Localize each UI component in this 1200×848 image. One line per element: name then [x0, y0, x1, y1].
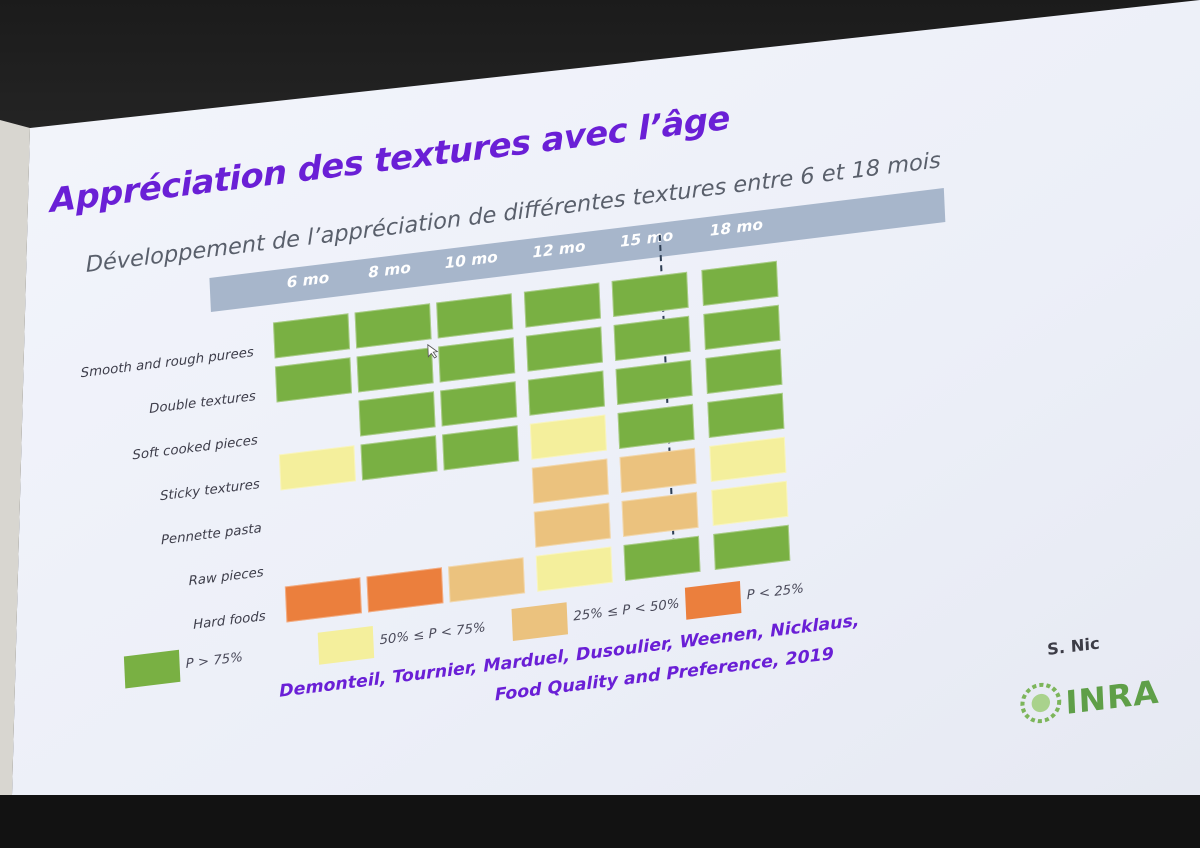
heatmap-cell	[529, 414, 607, 460]
heatmap-cell	[272, 313, 351, 359]
screen-edge	[0, 120, 30, 795]
photo-scene: Appréciation des textures avec l’âge Dév…	[0, 0, 1200, 795]
legend-label: P > 75%	[185, 650, 244, 672]
heatmap-cell	[366, 567, 444, 613]
heatmap-cell	[533, 502, 611, 548]
heatmap-cell	[360, 435, 438, 481]
heatmap-cell	[619, 447, 697, 493]
heatmap-cell	[356, 347, 434, 393]
legend-label: P < 25%	[746, 581, 805, 604]
heatmap-cell	[274, 357, 353, 403]
heatmap-cell	[523, 282, 601, 328]
legend-swatch	[123, 649, 181, 689]
row-label: Soft cooked pieces	[132, 433, 259, 464]
heatmap-cell	[623, 535, 701, 581]
mouse-pointer-icon	[427, 343, 439, 359]
heatmap-cell	[527, 370, 605, 416]
heatmap-cell	[535, 546, 613, 592]
heatmap-cell	[617, 403, 695, 449]
row-label: Hard foods	[192, 609, 267, 633]
row-label: Sticky textures	[159, 477, 261, 505]
legend-label: 25% ≤ P < 50%	[573, 596, 680, 625]
heatmap-cell	[284, 577, 362, 623]
heatmap-cell	[525, 326, 603, 372]
row-label: Smooth and rough purees	[80, 345, 255, 382]
heatmap-cell	[707, 392, 785, 438]
heatmap-cell	[613, 315, 691, 361]
inra-logo-mark	[1020, 682, 1062, 724]
heatmap-cell	[448, 557, 526, 603]
row-label: Double textures	[148, 389, 257, 418]
heatmap-cell	[621, 491, 699, 537]
heatmap-cell	[705, 348, 783, 394]
row-label: Pennette pasta	[160, 521, 263, 549]
legend-swatch	[684, 581, 742, 620]
heatmap-cell	[440, 381, 518, 427]
heatmap-cell	[713, 524, 791, 570]
heatmap-cell	[703, 304, 781, 350]
heatmap-cell	[531, 458, 609, 504]
heatmap-cell	[436, 293, 514, 339]
heatmap-cell	[278, 445, 356, 491]
heatmap-cell	[701, 260, 779, 306]
legend-swatch	[317, 626, 375, 665]
heatmap-cell	[611, 271, 689, 317]
heatmap-cell	[709, 436, 787, 482]
row-label: Raw pieces	[188, 565, 265, 590]
slide: Appréciation des textures avec l’âge Dév…	[40, 35, 1160, 840]
legend-label: 50% ≤ P < 75%	[379, 620, 486, 649]
heatmap-cell	[354, 303, 432, 349]
heatmap-cell	[442, 425, 520, 471]
inra-logo: INRA	[1017, 670, 1160, 728]
heatmap-cell	[615, 359, 693, 405]
heatmap-cell	[438, 337, 516, 383]
legend-swatch	[511, 602, 568, 641]
heatmap-cell	[358, 391, 436, 437]
heatmap-cell	[711, 480, 789, 526]
